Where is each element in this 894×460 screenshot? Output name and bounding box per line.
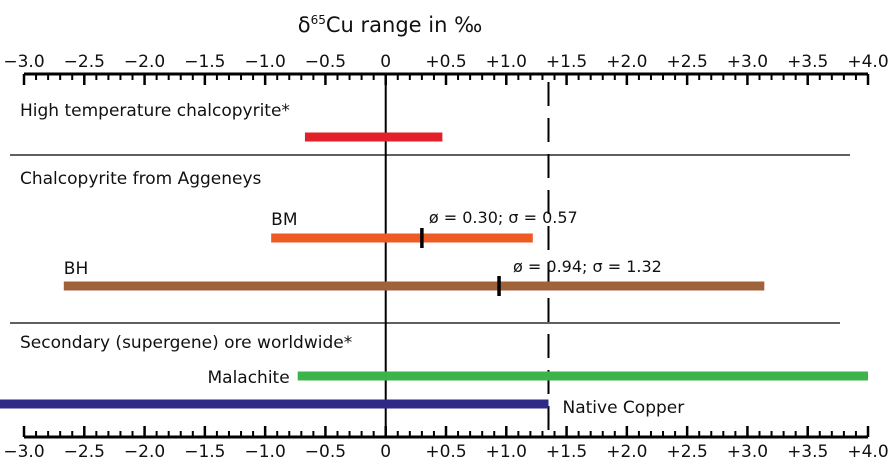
tick-label: +0.5 bbox=[425, 52, 466, 72]
range-bars bbox=[0, 132, 868, 409]
tick-label: +4.0 bbox=[847, 442, 888, 460]
tick-label: +3.5 bbox=[787, 52, 828, 72]
bar-label-bh: BH bbox=[64, 259, 88, 279]
tick-label: +2.5 bbox=[667, 442, 708, 460]
tick-label: +3.5 bbox=[787, 442, 828, 460]
tick-label: −3.0 bbox=[3, 52, 44, 72]
range-bar-native-copper bbox=[0, 399, 549, 409]
tick-label: −2.5 bbox=[64, 52, 105, 72]
range-bar-malachite bbox=[297, 371, 868, 381]
tick-label: +1.5 bbox=[546, 52, 587, 72]
tick-label: −0.5 bbox=[305, 52, 346, 72]
tick-label: +1.0 bbox=[486, 52, 527, 72]
chart-title: δ65Cu range in ‰ bbox=[298, 13, 483, 37]
tick-label: +1.5 bbox=[546, 442, 587, 460]
tick-label: +4.0 bbox=[847, 52, 888, 72]
tick-label: +3.0 bbox=[727, 52, 768, 72]
tick-label: 0 bbox=[380, 52, 391, 72]
bar-label-bm: BM bbox=[271, 210, 297, 230]
tick-label: −2.0 bbox=[124, 52, 165, 72]
tick-label: −1.0 bbox=[245, 52, 286, 72]
stat-label-bm: ø = 0.30; σ = 0.57 bbox=[429, 208, 578, 227]
tick-label: +2.0 bbox=[606, 442, 647, 460]
range-bar-bh bbox=[63, 281, 765, 291]
tick-label: −2.0 bbox=[124, 442, 165, 460]
bottom-axis: −3.0 −2.5 −2.0 −1.5 −1.0 −0.5 0 +0.5 +1.0 +1.5 +2.… bbox=[3, 426, 889, 460]
section-label-aggeneys: Chalcopyrite from Aggeneys bbox=[20, 169, 262, 189]
tick-label: +2.5 bbox=[667, 52, 708, 72]
section-label-secondary-ore: Secondary (supergene) ore worldwide* bbox=[20, 333, 352, 353]
tick-label: −1.5 bbox=[184, 52, 225, 72]
tick-label: −2.5 bbox=[64, 442, 105, 460]
range-bar-high-temp-chalcopyrite bbox=[304, 132, 443, 142]
top-axis: −3.0 −2.5 −2.0 −1.5 −1.0 −0.5 0 +0.5 +1.0 +1.5 +2.… bbox=[3, 52, 889, 85]
bar-label-native-copper: Native Copper bbox=[562, 398, 684, 418]
tick-label: +3.0 bbox=[727, 442, 768, 460]
section-label-high-temperature: High temperature chalcopyrite* bbox=[20, 101, 290, 121]
bar-label-malachite: Malachite bbox=[207, 368, 289, 388]
tick-label: −3.0 bbox=[3, 442, 44, 460]
tick-label: +2.0 bbox=[606, 52, 647, 72]
tick-label: 0 bbox=[380, 442, 391, 460]
tick-label: +0.5 bbox=[425, 442, 466, 460]
range-bar-bm bbox=[271, 233, 533, 243]
tick-label: −1.5 bbox=[184, 442, 225, 460]
tick-label: +1.0 bbox=[486, 442, 527, 460]
stat-label-bh: ø = 0.94; σ = 1.32 bbox=[513, 257, 662, 276]
tick-label: −0.5 bbox=[305, 442, 346, 460]
tick-label: −1.0 bbox=[245, 442, 286, 460]
